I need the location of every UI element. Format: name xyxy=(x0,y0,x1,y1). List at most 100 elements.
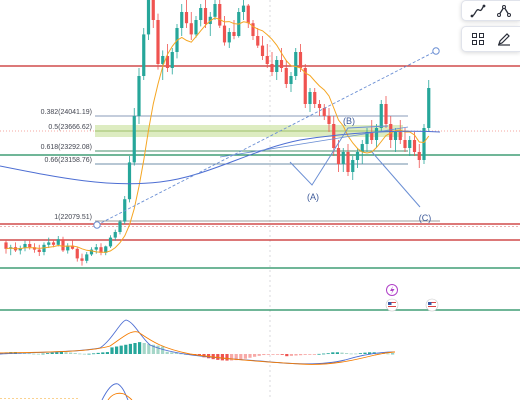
macd-histogram-bar xyxy=(87,353,91,355)
candle-body xyxy=(170,52,174,68)
candle-body xyxy=(246,5,250,24)
macd-histogram-bar xyxy=(64,352,68,354)
macd-histogram-bar xyxy=(0,352,4,354)
candle-body xyxy=(346,152,350,172)
candle-body xyxy=(18,248,22,251)
candle-body xyxy=(298,52,303,68)
candle-body xyxy=(403,140,407,148)
candle-body xyxy=(66,245,70,251)
macd-histogram-bar xyxy=(124,344,128,354)
candle-body xyxy=(241,5,246,12)
candle-body xyxy=(417,152,421,160)
trend-anchor-end xyxy=(432,47,440,55)
drawing-toolbar-bottom xyxy=(461,26,520,52)
candle-body xyxy=(85,254,89,261)
candle-body xyxy=(284,68,288,84)
us-flag-event-icon-2-stripe xyxy=(428,304,436,305)
macd-histogram-bar xyxy=(303,354,307,355)
pen-curve-icon[interactable] xyxy=(468,2,488,20)
macd-histogram-bar xyxy=(299,354,303,356)
macd-histogram-bar xyxy=(165,351,169,354)
macd-histogram-bar xyxy=(82,353,86,355)
network-nodes-icon[interactable] xyxy=(494,2,514,20)
lightning-event-icon[interactable] xyxy=(386,284,398,296)
trend-line-solid xyxy=(219,126,409,158)
macd-histogram-bar xyxy=(69,352,73,354)
candle-body xyxy=(142,34,146,76)
macd-histogram-bar xyxy=(239,354,243,360)
macd-histogram-bar xyxy=(253,354,257,357)
macd-histogram-bar xyxy=(101,352,105,354)
candle-body xyxy=(23,244,27,248)
wave-label-c: (C) xyxy=(419,213,432,223)
macd-histogram-bar xyxy=(138,342,142,354)
macd-histogram-bar xyxy=(335,352,339,354)
candle-body xyxy=(156,20,160,64)
candle-body xyxy=(61,239,65,251)
macd-histogram-bar xyxy=(78,353,82,355)
candle-body xyxy=(161,56,165,64)
candle-body xyxy=(227,32,231,43)
us-flag-event-icon-2-stripe xyxy=(428,306,436,307)
macd-histogram-bar xyxy=(96,352,100,354)
macd-histogram-bar xyxy=(147,343,151,354)
macd-histogram-bar xyxy=(345,353,349,354)
macd-histogram-bar xyxy=(340,352,344,354)
candle-body xyxy=(303,68,307,104)
macd-histogram-bar xyxy=(243,354,247,359)
object-tree-icon[interactable] xyxy=(468,30,488,48)
candle-body xyxy=(70,245,75,249)
candle-body xyxy=(322,108,326,116)
candle-body xyxy=(279,60,284,68)
macd-histogram-bar xyxy=(197,354,201,356)
us-flag-event-icon[interactable] xyxy=(385,298,399,312)
candle-body xyxy=(94,247,98,250)
candle-body xyxy=(80,258,84,261)
candle-body xyxy=(294,52,298,76)
us-flag-event-icon-2[interactable] xyxy=(425,298,439,312)
wave-label-a: (A) xyxy=(307,192,319,202)
macd-histogram-bar xyxy=(73,353,77,354)
candle-body xyxy=(374,128,379,140)
candle-body xyxy=(137,76,141,116)
macd-histogram-bar xyxy=(271,354,275,355)
macd-histogram-bar xyxy=(257,354,261,356)
candle-body xyxy=(232,32,236,36)
moving-average-slow xyxy=(0,130,441,185)
macd-signal-line xyxy=(0,331,396,365)
macd-histogram-bar xyxy=(363,352,367,354)
candle-body xyxy=(256,36,260,46)
us-flag-event-icon-2-canton xyxy=(428,302,432,305)
macd-histogram-bar xyxy=(354,353,358,355)
fib-level-label: 0.382(24041.19) xyxy=(41,109,92,116)
us-flag-event-icon-stripe xyxy=(388,308,396,309)
candle-body xyxy=(132,116,136,163)
candle-body xyxy=(365,132,369,144)
macd-histogram-bar xyxy=(276,354,280,355)
macd-histogram-bar xyxy=(216,354,220,360)
macd-histogram-bar xyxy=(391,353,395,355)
candle-body xyxy=(89,249,94,255)
candle-body xyxy=(56,239,60,245)
drawing-toolbar-top xyxy=(461,0,520,21)
macd-histogram-bar xyxy=(133,343,137,354)
candle-body xyxy=(180,12,184,28)
candle-body xyxy=(127,162,132,200)
candle-body xyxy=(146,0,151,35)
macd-histogram-bar xyxy=(36,353,40,355)
candle-body xyxy=(308,92,312,104)
macd-histogram-bar xyxy=(386,353,390,355)
macd-histogram-bar xyxy=(234,354,238,361)
us-flag-event-icon-stripe xyxy=(388,302,396,303)
macd-histogram-bar xyxy=(322,353,326,355)
candle-body xyxy=(408,140,412,148)
macd-line xyxy=(0,319,396,365)
pencil-icon[interactable] xyxy=(494,30,514,48)
candle-body xyxy=(370,132,374,140)
candle-body xyxy=(289,76,293,84)
fib-level-label: 0.618(23292.08) xyxy=(41,144,92,151)
macd-histogram-bar xyxy=(368,352,372,354)
candle-body xyxy=(189,23,193,35)
